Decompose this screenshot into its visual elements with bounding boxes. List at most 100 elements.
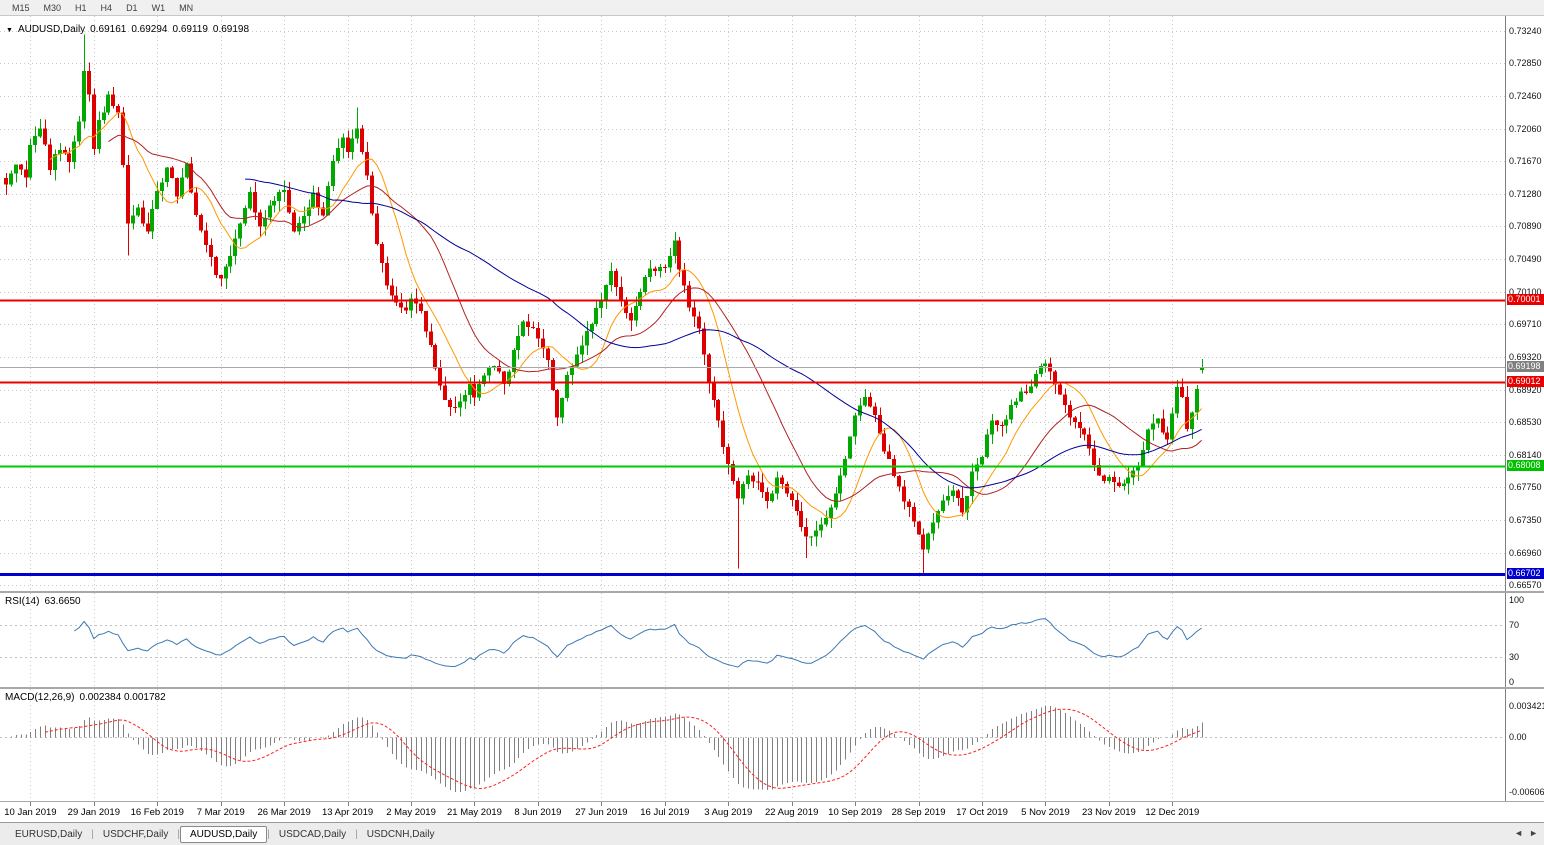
price-tick-label: 0.69710 — [1509, 319, 1542, 330]
date-label: 2 May 2019 — [386, 807, 436, 818]
price-tick-label: 0.72460 — [1509, 90, 1542, 101]
price-tag: 0.69198 — [1507, 360, 1544, 372]
date-label: 3 Aug 2019 — [704, 807, 753, 818]
chart-tab-usdchf[interactable]: USDCHF,Daily — [102, 828, 169, 840]
rsi-label: RSI(14) 63.6650 — [5, 596, 86, 607]
timeframe-button-h4[interactable]: H4 — [100, 2, 113, 13]
price-tick-label: 0.70890 — [1509, 221, 1542, 232]
price-scale[interactable]: 0.73240 0.72850 0.72460 0.72060 0.71670 0.712… — [1505, 16, 1544, 591]
panel-separator[interactable] — [0, 687, 1544, 689]
macd-tick-label: -0.006069 — [1509, 787, 1544, 797]
collapse-triangle-icon[interactable]: ▼ — [6, 27, 13, 34]
price-tick-label: 0.70490 — [1509, 254, 1542, 265]
rsi-value: 63.6650 — [44, 596, 81, 607]
ohlc-open: 0.69161 — [90, 24, 127, 35]
date-tick — [982, 802, 983, 806]
tab-scroll-nav: ◄ ► — [1508, 828, 1538, 838]
price-tick-label: 0.71280 — [1509, 188, 1542, 199]
price-tick-label: 0.68140 — [1509, 449, 1542, 460]
price-tag: 0.66702 — [1507, 568, 1544, 580]
date-tick — [1045, 802, 1046, 806]
date-tick — [1109, 802, 1110, 806]
rsi-tick-label: 0 — [1509, 677, 1515, 687]
tab-scroll-left-icon[interactable]: ◄ — [1514, 828, 1524, 838]
price-tick-label: 0.67750 — [1509, 482, 1542, 493]
timeframe-button-d1[interactable]: D1 — [126, 2, 138, 13]
date-tick — [94, 802, 95, 806]
price-tick-label: 0.68530 — [1509, 417, 1542, 428]
rsi-scale[interactable]: 100 70 30 0 — [1505, 593, 1544, 687]
date-label: 27 Jun 2019 — [575, 807, 628, 818]
date-axis[interactable]: 10 Jan 2019 29 Jan 2019 16 Feb 2019 7 Mar 2… — [0, 801, 1544, 823]
date-tick — [474, 802, 475, 806]
macd-values: 0.002384 0.001782 — [79, 692, 166, 703]
date-label: 8 Jun 2019 — [514, 807, 562, 818]
date-tick — [665, 802, 666, 806]
chart-tab-usdcad[interactable]: USDCAD,Daily — [278, 828, 347, 840]
timeframe-button-mn[interactable]: MN — [179, 2, 194, 13]
tab-divider: | — [355, 828, 358, 840]
price-tick-label: 0.73240 — [1509, 25, 1542, 36]
date-label: 16 Jul 2019 — [640, 807, 690, 818]
date-tick — [919, 802, 920, 806]
price-tick-label: 0.71670 — [1509, 156, 1542, 167]
date-label: 17 Oct 2019 — [956, 807, 1008, 818]
date-label: 13 Apr 2019 — [321, 807, 374, 818]
price-tick-label: 0.70100 — [1509, 286, 1542, 297]
date-label: 10 Sep 2019 — [828, 807, 883, 818]
chart-tab-eurusd[interactable]: EURUSD,Daily — [15, 828, 83, 840]
timeframe-toolbar: M15 M30 H1 H4 D1 W1 MN — [0, 0, 1544, 16]
rsi-tick-label: 30 — [1509, 652, 1520, 663]
price-tick-label: 0.72060 — [1509, 124, 1542, 134]
date-label: 16 Feb 2019 — [130, 807, 184, 818]
tab-divider: | — [267, 828, 270, 840]
date-label: 26 Mar 2019 — [257, 807, 311, 818]
macd-panel[interactable]: MACD(12,26,9) 0.002384 0.001782 0.003421 0… — [0, 689, 1544, 801]
macd-label: MACD(12,26,9) 0.002384 0.001782 — [5, 692, 171, 703]
ohlc-close: 0.69198 — [212, 24, 250, 35]
ohlc-low: 0.69119 — [172, 24, 208, 35]
date-tick — [348, 802, 349, 806]
timeframe-button-w1[interactable]: W1 — [151, 2, 166, 13]
date-label: 12 Dec 2019 — [1145, 807, 1200, 818]
candlestick-chart[interactable] — [0, 16, 1505, 591]
price-tag: 0.69012 — [1507, 376, 1544, 388]
date-label: 7 Mar 2019 — [196, 807, 245, 818]
price-tag: 0.70001 — [1507, 294, 1544, 306]
price-tag: 0.68008 — [1507, 459, 1544, 471]
date-label: 28 Sep 2019 — [891, 807, 946, 818]
date-tick — [601, 802, 602, 806]
price-tick-label: 0.72850 — [1509, 58, 1542, 69]
rsi-tick-label: 70 — [1509, 619, 1520, 630]
panel-separator[interactable] — [0, 591, 1544, 593]
date-tick — [1172, 802, 1173, 806]
rsi-name: RSI(14) — [5, 596, 40, 607]
date-label: 22 Aug 2019 — [764, 807, 819, 818]
timeframe-button-m30[interactable]: M30 — [43, 2, 62, 13]
macd-chart[interactable] — [0, 689, 1505, 801]
date-label: 5 Nov 2019 — [1021, 807, 1070, 818]
macd-tick-label: 0.003421 — [1509, 701, 1544, 711]
price-tick-label: 0.66960 — [1509, 547, 1542, 558]
price-chart-panel[interactable]: ▼ AUDUSD,Daily 0.69161 0.69294 0.69119 0.6919… — [0, 16, 1544, 591]
timeframe-button-m15[interactable]: M15 — [12, 2, 30, 13]
date-label: 29 Jan 2019 — [67, 807, 120, 818]
chart-tab-audusd[interactable]: AUDUSD,Daily — [180, 825, 268, 843]
ohlc-high: 0.69294 — [131, 24, 168, 35]
price-tick-label: 0.67350 — [1509, 515, 1542, 526]
timeframe-button-h1[interactable]: H1 — [75, 2, 87, 13]
rsi-panel[interactable]: RSI(14) 63.6650 100 70 30 0 — [0, 593, 1544, 687]
date-tick — [284, 802, 285, 806]
rsi-chart[interactable] — [0, 593, 1505, 687]
tab-scroll-right-icon[interactable]: ► — [1529, 828, 1538, 838]
date-label: 21 May 2019 — [447, 807, 502, 818]
macd-scale[interactable]: 0.003421 0.00 -0.006069 — [1505, 689, 1544, 801]
chart-header: ▼ AUDUSD,Daily 0.69161 0.69294 0.69119 0.6919… — [6, 24, 254, 35]
symbol-label: AUDUSD,Daily — [17, 24, 86, 35]
price-tick-label: 0.66570 — [1509, 580, 1542, 591]
date-tick — [855, 802, 856, 806]
chart-tab-usdcnh[interactable]: USDCNH,Daily — [366, 828, 435, 840]
macd-tick-label: 0.00 — [1509, 732, 1527, 743]
date-tick — [157, 802, 158, 806]
price-tick-label: 0.68920 — [1509, 384, 1542, 395]
